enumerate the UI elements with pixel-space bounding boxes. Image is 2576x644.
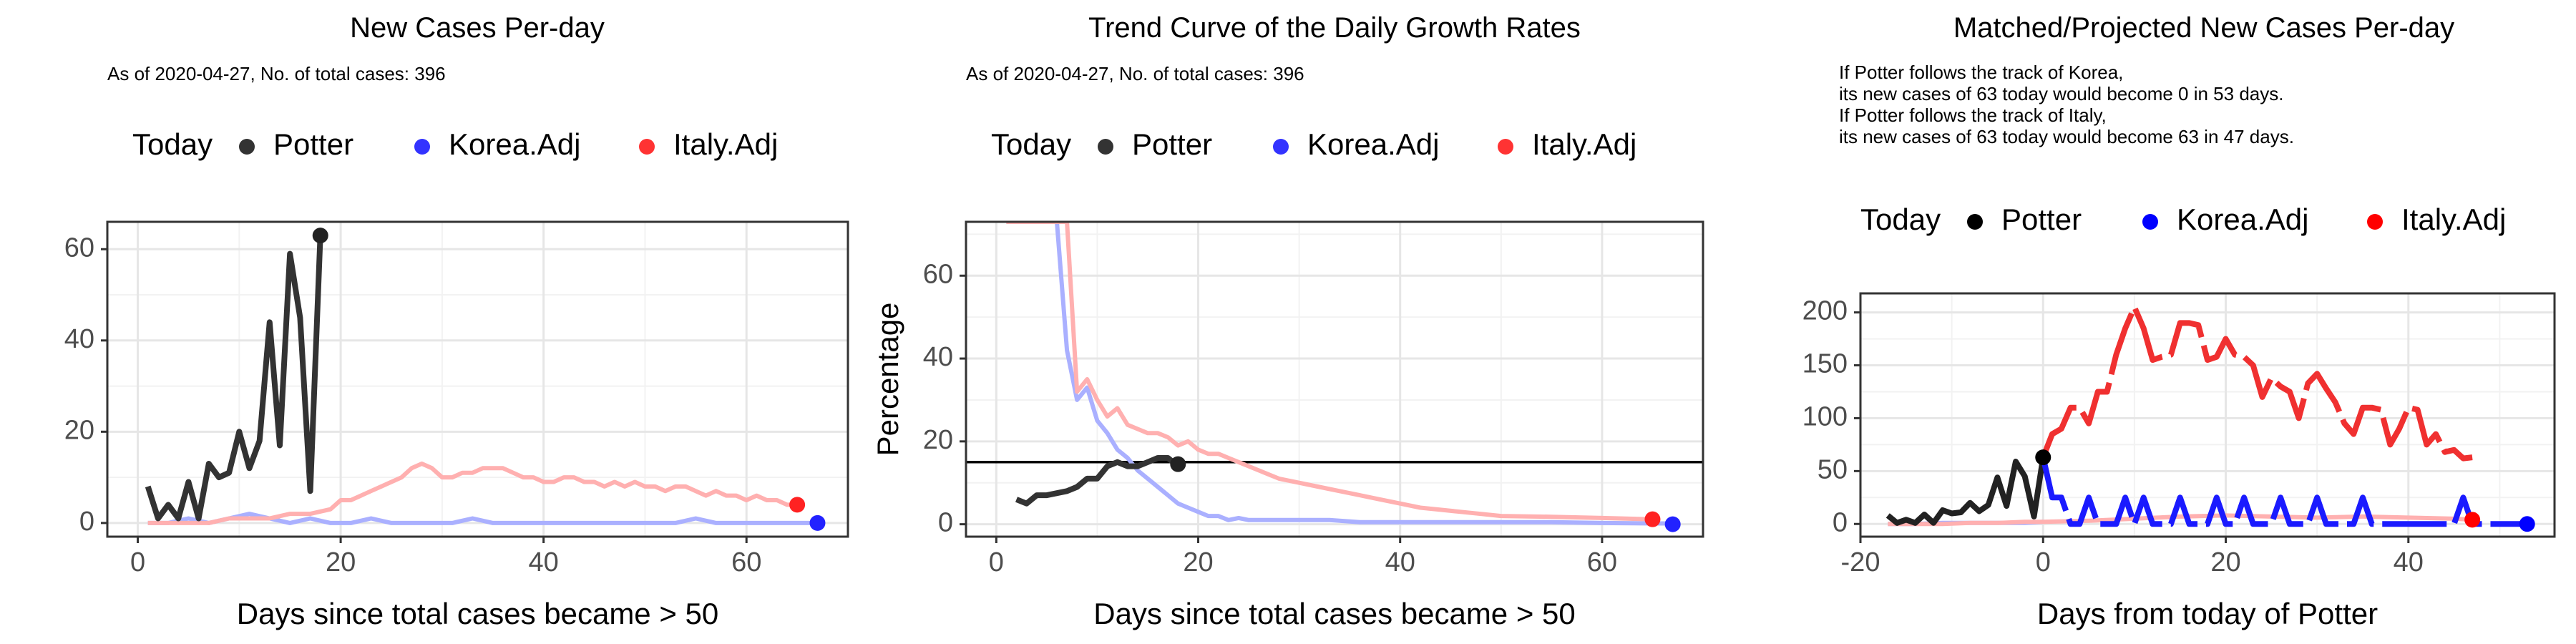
y-tick-label: 0 (1833, 507, 1848, 537)
legend-key-korea-adj (1273, 139, 1289, 155)
legend-key-italy-adj (639, 139, 655, 155)
today-point-potter (1170, 456, 1186, 472)
legend-label: Italy.Adj (2401, 203, 2506, 236)
y-tick-label: 60 (923, 259, 953, 289)
y-tick-label: 50 (1818, 454, 1848, 484)
x-tick-label: 60 (1587, 547, 1617, 577)
series-line-italy-adj (147, 462, 798, 525)
chart-title: Trend Curve of the Daily Growth Rates (1088, 12, 1581, 44)
today-point-italy-adj (1644, 511, 1661, 527)
chart-3: Matched/Projected New Cases Per-day If Po… (1802, 12, 2556, 630)
today-point-potter (312, 228, 328, 244)
chart-title: New Cases Per-day (350, 12, 605, 44)
legend-label: Potter (2001, 203, 2082, 236)
legend-key-italy-adj (1498, 139, 1513, 155)
today-point-korea-adj (1664, 516, 1681, 532)
series-line-korea-adj (147, 512, 818, 525)
y-tick-label: 40 (923, 342, 953, 372)
chart-subtitle-line: its new cases of 63 today would become 0… (1839, 83, 2283, 104)
x-tick-label: 20 (326, 547, 356, 577)
plot-data (145, 235, 818, 525)
x-axis-label: Days since total cases became > 50 (1093, 597, 1576, 630)
legend-key-potter (1967, 214, 1983, 230)
y-tick-label: 20 (923, 425, 953, 455)
chart-2: Trend Curve of the Daily Growth Rates As … (871, 12, 1704, 630)
x-tick-label: 40 (529, 547, 559, 577)
chart-subtitle-line: As of 2020-04-27, No. of total cases: 39… (966, 63, 1304, 84)
series-line-potter (1015, 455, 1180, 507)
today-point-italy-adj (789, 497, 806, 513)
legend-label: Korea.Adj (2177, 203, 2308, 236)
legend-label: Korea.Adj (1307, 127, 1439, 161)
y-axis-label: Percentage (871, 303, 904, 457)
y-tick-label: 20 (64, 415, 94, 445)
y-tick-label: 100 (1802, 401, 1848, 431)
x-axis-label: Days since total cases became > 50 (237, 597, 719, 630)
y-tick-label: 40 (64, 324, 94, 354)
plot-data (1885, 304, 2527, 527)
today-point-korea-adj (2519, 516, 2535, 532)
x-tick-label: 20 (2210, 547, 2240, 577)
x-tick-label: 0 (989, 547, 1004, 577)
chart-subtitle-line: its new cases of 63 today would become 6… (1839, 126, 2294, 147)
chart-1: New Cases Per-day As of 2020-04-27, No. o… (64, 12, 849, 630)
legend-label: Korea.Adj (449, 127, 580, 161)
plot-border (1859, 292, 2556, 538)
x-tick-label: 60 (731, 547, 761, 577)
y-tick-label: 200 (1802, 296, 1848, 326)
series-line-potter (145, 235, 323, 522)
plot-border (106, 220, 849, 538)
x-axis-label: Days from today of Potter (2037, 597, 2378, 630)
x-tick-label: -20 (1841, 547, 1880, 577)
plot-background (107, 222, 848, 537)
today-point-korea-adj (809, 514, 826, 531)
legend-label: Italy.Adj (673, 127, 778, 161)
legend-key-potter (1098, 139, 1113, 155)
x-tick-label: 0 (2036, 547, 2051, 577)
legend-title: Today (991, 127, 1071, 161)
series-line-italy-adj (1006, 222, 1653, 522)
chart-subtitle-line: If Potter follows the track of Korea, (1839, 62, 2123, 83)
legend-title: Today (1860, 203, 1941, 236)
x-tick-label: 0 (130, 547, 145, 577)
y-tick-label: 60 (64, 233, 94, 263)
chart-title: Matched/Projected New Cases Per-day (1953, 12, 2454, 44)
legend-label: Potter (273, 127, 353, 161)
y-tick-label: 150 (1802, 349, 1848, 379)
today-point-potter (2035, 449, 2051, 466)
legend-label: Italy.Adj (1532, 127, 1636, 161)
y-tick-label: 0 (79, 507, 94, 537)
legend-title: Today (132, 127, 213, 161)
legend-key-korea-adj (414, 139, 430, 155)
x-tick-label: 40 (1385, 547, 1415, 577)
series-line-italy-adj-projected (2040, 304, 2473, 462)
series-line-potter (1885, 457, 2046, 526)
plot-border (965, 220, 1704, 538)
plot-background (1860, 293, 2555, 537)
series-line-korea-adj-projected (2040, 457, 2527, 527)
chart-subtitle-line: If Potter follows the track of Italy, (1839, 104, 2107, 126)
legend-key-italy-adj (2367, 214, 2383, 230)
legend-label: Potter (1132, 127, 1212, 161)
x-tick-label: 20 (1183, 547, 1213, 577)
chart-subtitle-line: As of 2020-04-27, No. of total cases: 39… (107, 63, 446, 84)
plot-data (966, 222, 1703, 526)
series-line-korea-adj (1006, 222, 1673, 526)
legend-key-potter (239, 139, 255, 155)
y-tick-label: 0 (938, 508, 953, 538)
legend-key-korea-adj (2142, 214, 2158, 230)
today-point-italy-adj (2464, 512, 2481, 528)
x-tick-label: 40 (2394, 547, 2424, 577)
